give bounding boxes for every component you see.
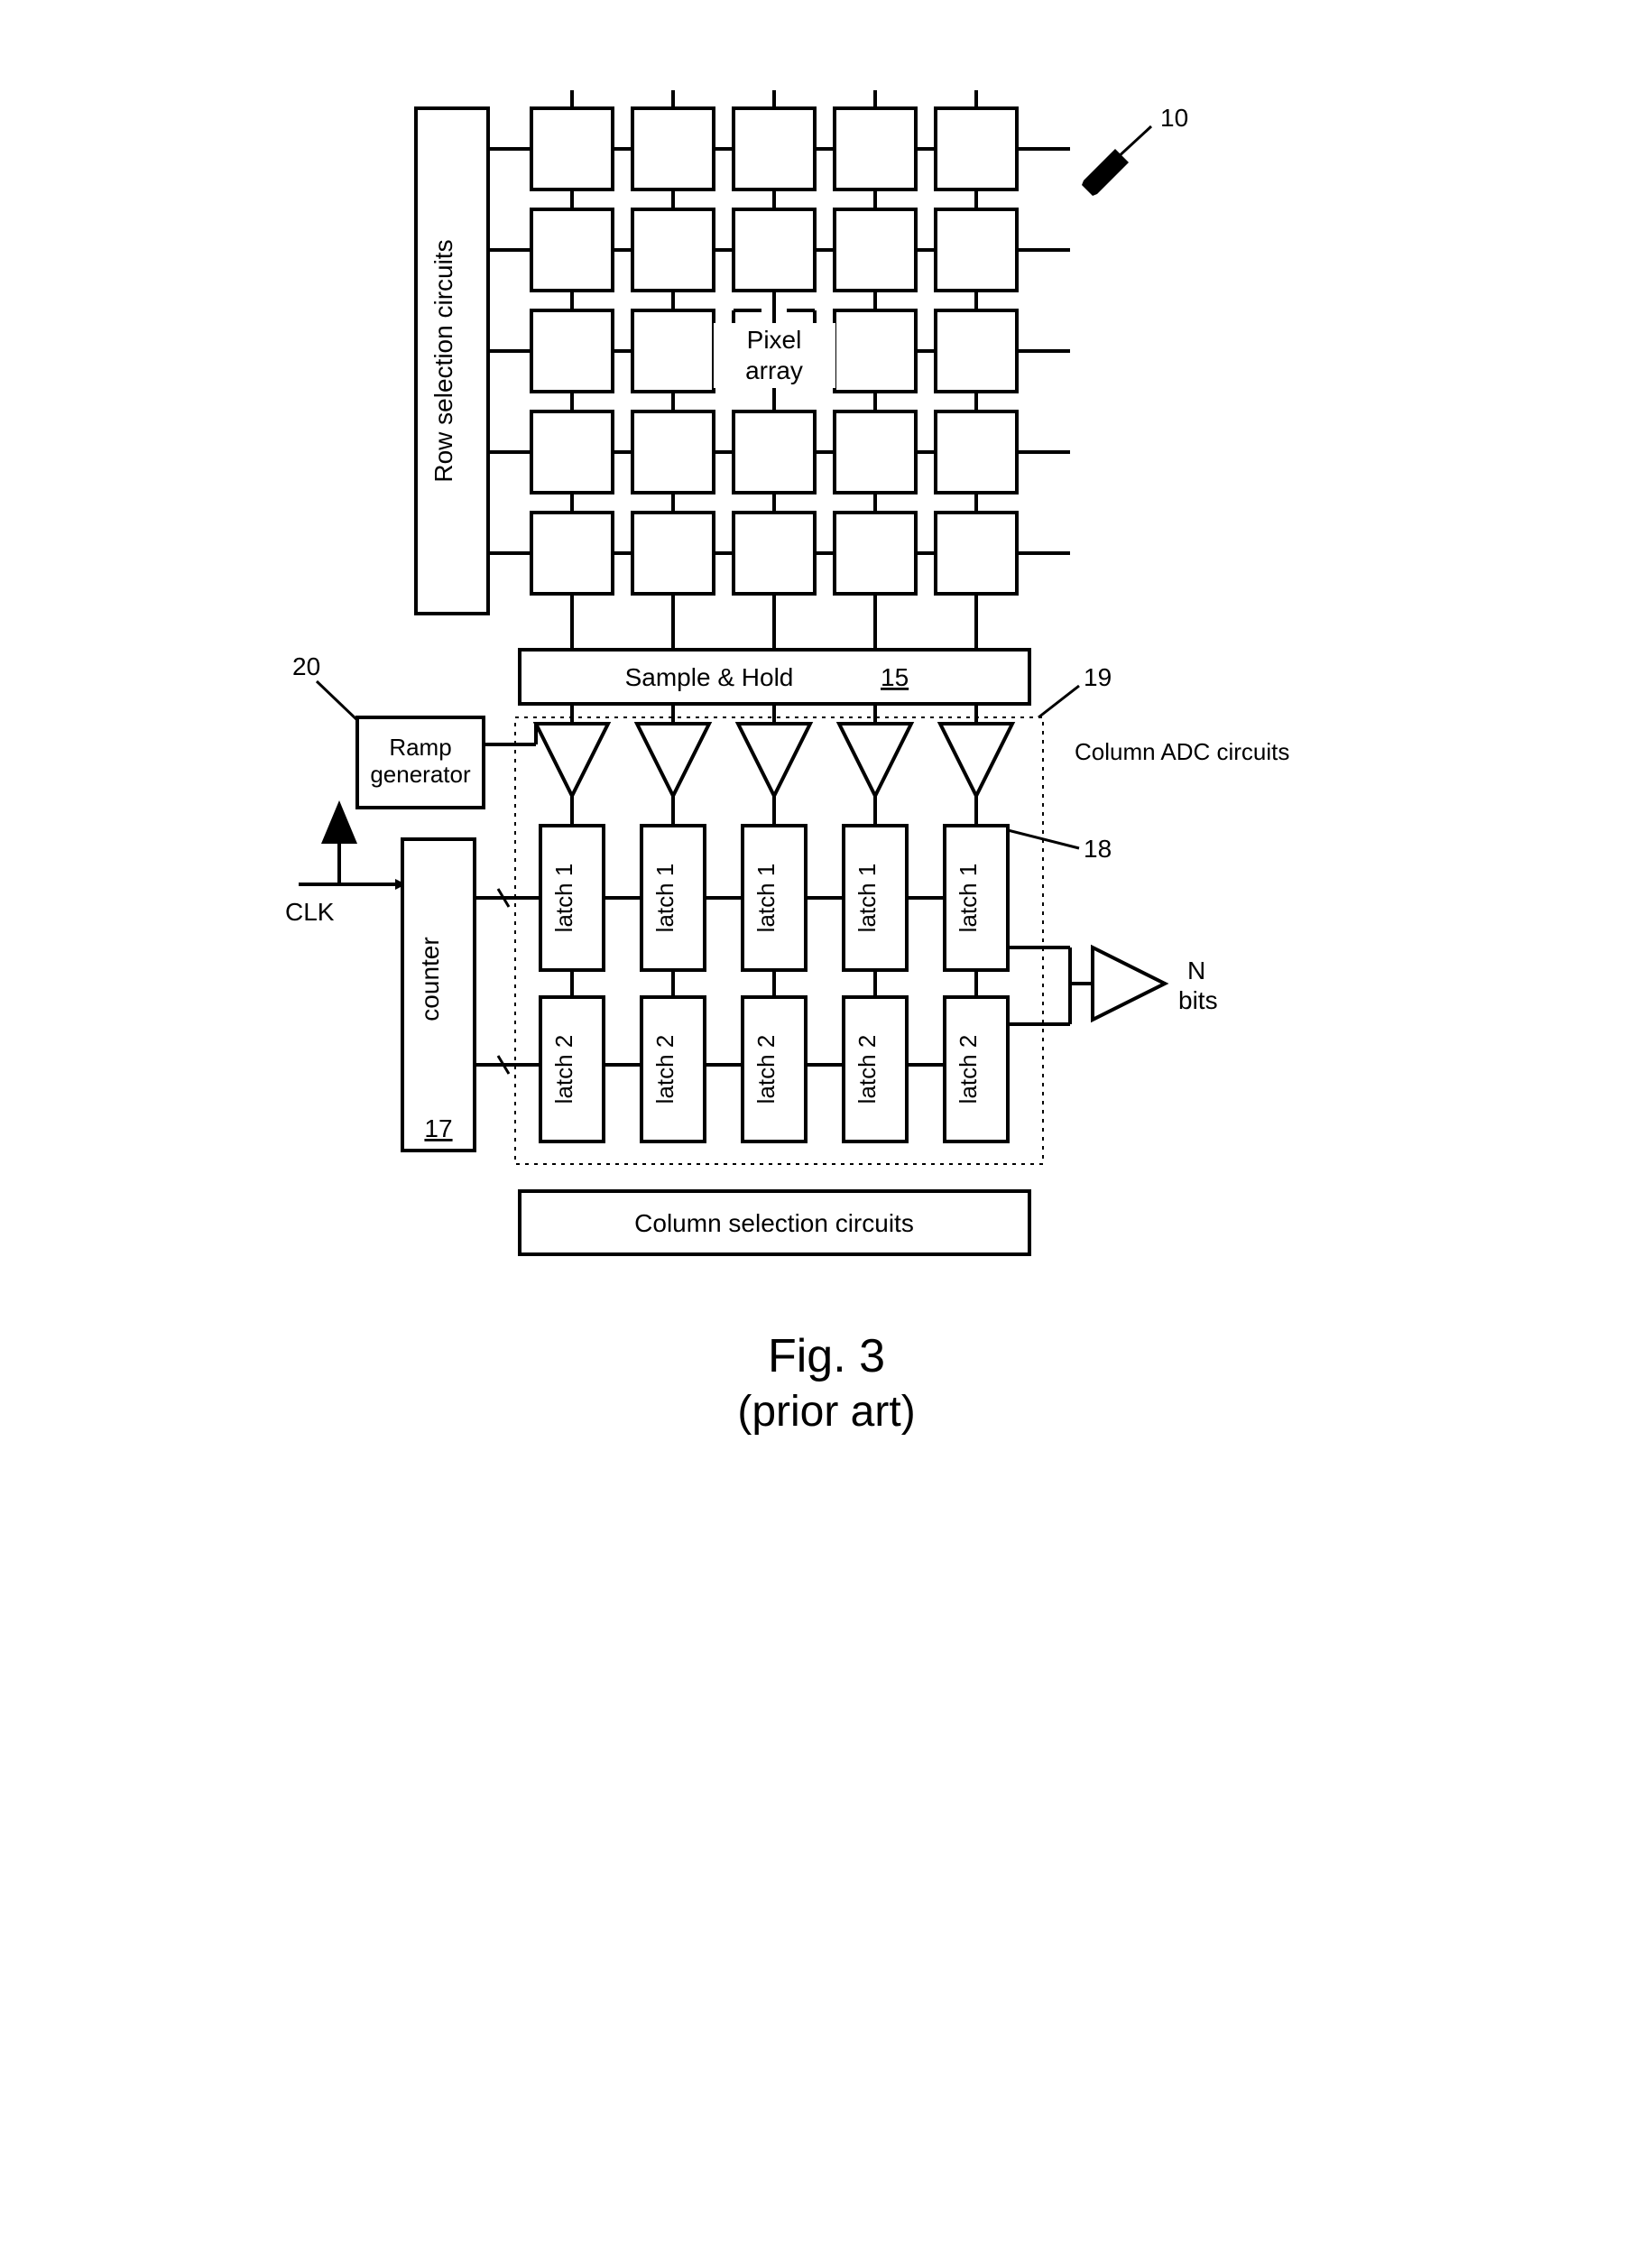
circuit-diagram: Row selection circuits <box>285 54 1368 1480</box>
row-selection-block: Row selection circuits <box>416 108 488 614</box>
svg-text:Ramp: Ramp <box>389 734 451 761</box>
svg-text:latch 2: latch 2 <box>651 1035 678 1105</box>
pixel-array-label1: Pixel <box>746 326 801 354</box>
svg-text:Sample & Hold: Sample & Hold <box>624 663 793 691</box>
svg-text:Column selection circuits: Column selection circuits <box>634 1209 914 1237</box>
svg-text:counter: counter <box>416 937 444 1021</box>
svg-text:latch 2: latch 2 <box>955 1035 982 1105</box>
svg-text:20: 20 <box>292 652 320 680</box>
svg-text:N: N <box>1187 957 1205 984</box>
svg-text:bits: bits <box>1178 986 1218 1014</box>
comparators <box>536 704 1012 826</box>
pixel-array: Pixel array <box>488 90 1070 650</box>
sample-hold-block: Sample & Hold 15 <box>520 650 1029 704</box>
sample-hold-ref: 15 <box>881 663 909 691</box>
svg-text:latch 2: latch 2 <box>550 1035 577 1105</box>
figure-title: Fig. 3 <box>767 1330 884 1382</box>
ramp-generator-block: Ramp generator 20 <box>292 652 536 808</box>
ref-10: 10 <box>1082 104 1188 196</box>
svg-text:latch 1: latch 1 <box>955 864 982 933</box>
ref-18: 18 <box>1008 830 1112 863</box>
clk-input: CLK <box>285 808 406 926</box>
svg-text:19: 19 <box>1084 663 1112 691</box>
diagram: Row selection circuits <box>285 54 1368 1480</box>
counter-ref: 17 <box>424 1114 452 1142</box>
figure-subtitle: (prior art) <box>737 1388 915 1436</box>
latch1-row: latch 1 latch 1 latch 1 latch 1 latch 1 <box>540 826 1008 970</box>
svg-text:latch 1: latch 1 <box>752 864 780 933</box>
svg-text:generator: generator <box>370 761 471 788</box>
svg-text:latch 2: latch 2 <box>752 1035 780 1105</box>
svg-text:18: 18 <box>1084 835 1112 863</box>
pixel-array-label2: array <box>745 356 803 384</box>
svg-text:latch 1: latch 1 <box>854 864 881 933</box>
svg-text:latch 1: latch 1 <box>550 864 577 933</box>
row-selection-label: Row selection circuits <box>429 239 457 482</box>
svg-text:CLK: CLK <box>285 898 335 926</box>
svg-text:Column ADC circuits: Column ADC circuits <box>1075 738 1289 765</box>
svg-text:latch 1: latch 1 <box>651 864 678 933</box>
counter-block: counter 17 <box>402 839 540 1151</box>
svg-text:10: 10 <box>1160 104 1188 132</box>
ref-19: 19 Column ADC circuits <box>1038 663 1289 765</box>
column-selection-block: Column selection circuits <box>520 1191 1029 1254</box>
svg-text:latch 2: latch 2 <box>854 1035 881 1105</box>
latch2-row: latch 2 latch 2 latch 2 latch 2 latch 2 <box>540 997 1008 1141</box>
output-buffer: N bits <box>1008 947 1218 1024</box>
